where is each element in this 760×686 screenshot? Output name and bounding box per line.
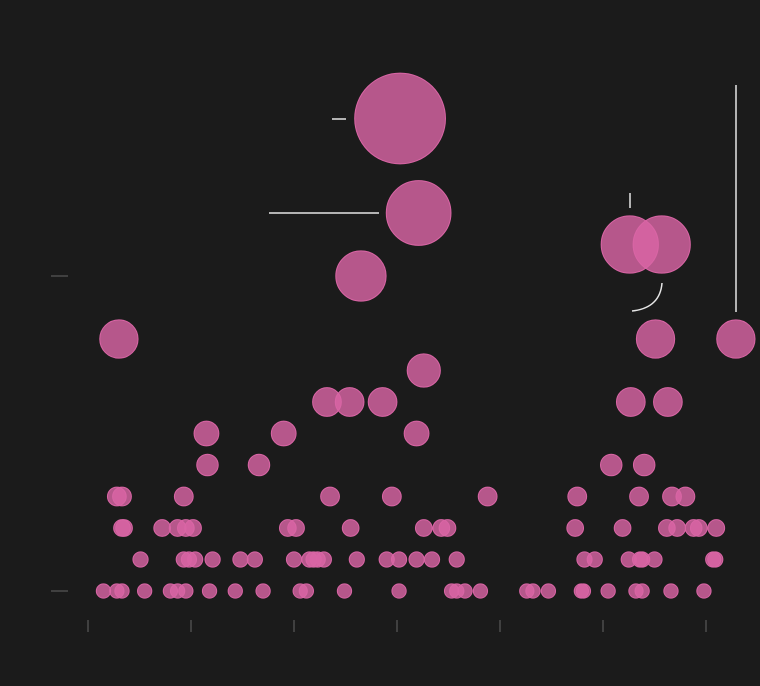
bubble bbox=[298, 583, 315, 599]
bubble bbox=[184, 519, 202, 537]
bubble bbox=[540, 583, 557, 599]
bubble bbox=[391, 583, 407, 599]
bubble bbox=[232, 551, 249, 568]
leader-arc bbox=[631, 282, 663, 312]
bubble bbox=[632, 215, 691, 274]
bubble bbox=[653, 387, 683, 417]
bubble bbox=[115, 519, 133, 537]
bubble bbox=[334, 387, 365, 417]
bubble bbox=[247, 453, 271, 477]
bubble bbox=[448, 551, 465, 568]
bubble bbox=[408, 551, 425, 568]
bubble bbox=[381, 486, 402, 507]
bubble bbox=[663, 583, 679, 599]
bubble bbox=[385, 180, 452, 246]
bubble bbox=[255, 583, 271, 599]
bubble bbox=[114, 583, 130, 599]
bubble bbox=[586, 551, 603, 568]
bubble bbox=[668, 519, 687, 537]
bubble bbox=[341, 519, 360, 537]
bubble bbox=[204, 551, 221, 568]
bubble bbox=[477, 486, 498, 507]
bubble bbox=[716, 319, 756, 359]
bubble bbox=[196, 453, 219, 477]
bubble bbox=[137, 583, 153, 599]
points bbox=[95, 72, 756, 599]
bubble bbox=[193, 420, 220, 447]
bubble bbox=[438, 519, 457, 537]
bubble bbox=[173, 486, 194, 507]
bubble bbox=[599, 453, 623, 477]
bubble bbox=[472, 583, 489, 599]
bubble bbox=[567, 486, 588, 507]
bubble bbox=[285, 551, 303, 568]
bubble bbox=[227, 583, 243, 599]
bubble bbox=[348, 551, 365, 568]
bubble bbox=[634, 583, 650, 599]
bubble bbox=[689, 519, 708, 537]
bubble bbox=[95, 583, 112, 599]
annotations bbox=[269, 85, 737, 312]
bubble bbox=[201, 583, 218, 599]
bubble bbox=[403, 420, 430, 447]
bubble bbox=[99, 319, 139, 359]
axes bbox=[51, 275, 707, 632]
bubble bbox=[646, 551, 663, 568]
bubble bbox=[406, 353, 441, 388]
bubble bbox=[187, 551, 204, 568]
bubble bbox=[600, 583, 616, 599]
bubble bbox=[335, 250, 387, 302]
bubble bbox=[635, 319, 676, 359]
bubble bbox=[320, 486, 340, 507]
bubble bbox=[632, 453, 656, 477]
bubble bbox=[367, 387, 398, 417]
bubble bbox=[153, 519, 172, 537]
bubble bbox=[287, 519, 305, 537]
bubble bbox=[566, 519, 585, 537]
bubble bbox=[354, 72, 446, 165]
bubble bbox=[178, 583, 194, 599]
bubble bbox=[613, 519, 632, 537]
bubble bbox=[336, 583, 353, 599]
bubble bbox=[615, 387, 646, 417]
bubble bbox=[270, 420, 297, 447]
bubble bbox=[132, 551, 149, 568]
bubble bbox=[675, 486, 696, 507]
bubble bbox=[423, 551, 441, 568]
bubble bbox=[707, 551, 724, 568]
bubble bbox=[390, 551, 408, 568]
bubble bbox=[525, 583, 541, 599]
bubble bbox=[575, 583, 592, 599]
bubble bbox=[457, 583, 473, 599]
bubble bbox=[629, 486, 649, 507]
bubble bbox=[696, 583, 712, 599]
bubble bbox=[315, 551, 332, 568]
bubble bbox=[707, 519, 726, 537]
bubble bbox=[112, 486, 132, 507]
bubble bbox=[414, 519, 433, 537]
bubble bbox=[246, 551, 263, 568]
